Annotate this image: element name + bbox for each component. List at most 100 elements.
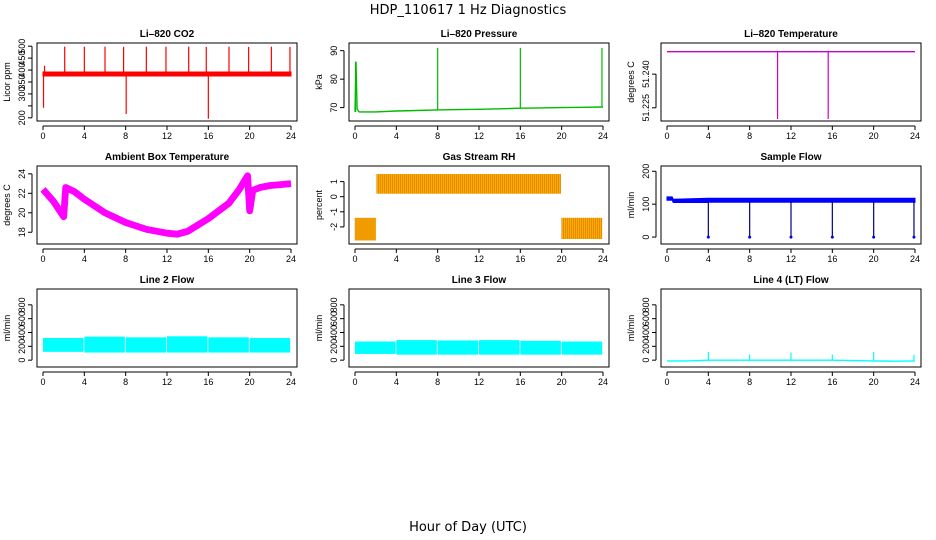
x-tick-label: 0	[352, 254, 357, 264]
x-tick-label: 20	[245, 131, 255, 141]
y-tick-label: 90	[329, 46, 339, 56]
y-tick-label: 1	[329, 179, 339, 184]
plot-frame	[660, 42, 922, 122]
y-tick-label: 600	[329, 311, 339, 326]
x-tick-label: 24	[910, 254, 920, 264]
figure-title: HDP_110617 1 Hz Diagnostics	[370, 3, 567, 18]
y-axis: 51.225 51.240	[641, 60, 657, 122]
data-layer	[42, 46, 292, 119]
x-tick-label: 24	[910, 377, 920, 387]
y-axis-label: ml/min	[2, 315, 12, 342]
data-band	[520, 340, 561, 355]
data-band	[249, 338, 291, 353]
x-tick-label: 8	[123, 131, 128, 141]
y-axis-label: degrees C	[2, 184, 12, 226]
data-band	[355, 341, 396, 354]
x-tick-label: 8	[123, 254, 128, 264]
panel-9: Line 4 (LT) Flow 0 4 8 12 16 20 24 0 200400600800…	[626, 275, 922, 387]
x-tick-label: 20	[245, 254, 255, 264]
panel-2: Li–820 Pressure 0 4 8 12 16 20 24 70 80 90 kPa	[314, 29, 610, 141]
x-tick-label: 24	[598, 377, 608, 387]
x-tick-label: 24	[286, 377, 296, 387]
x-axis-label: Hour of Day (UTC)	[409, 520, 527, 535]
plot-frame	[348, 165, 610, 245]
plot-frame	[36, 165, 298, 245]
y-tick-label: 350	[17, 74, 27, 89]
x-tick-label: 4	[394, 254, 399, 264]
data-layer	[354, 47, 604, 113]
x-tick-label: 20	[557, 377, 567, 387]
y-tick-label: 600	[641, 311, 651, 326]
plot-frame	[660, 165, 922, 245]
y-tick-label: 0	[329, 194, 339, 199]
y-axis: -2 -1 0 1	[329, 179, 345, 231]
x-tick-label: 12	[162, 254, 172, 264]
x-tick-label: 12	[786, 254, 796, 264]
y-tick-label: -1	[329, 208, 339, 216]
panel-3: Li–820 Temperature 0 4 8 12 16 20 24 51.225 51.24…	[626, 29, 922, 141]
x-tick-label: 20	[557, 254, 567, 264]
x-tick-label: 24	[598, 254, 608, 264]
x-tick-label: 0	[40, 131, 45, 141]
x-tick-label: 4	[82, 377, 87, 387]
x-tick-label: 0	[664, 254, 669, 264]
y-tick-label: 800	[329, 297, 339, 312]
x-tick-label: 12	[474, 377, 484, 387]
panel-title: Sample Flow	[760, 152, 821, 163]
panel-5: Gas Stream RH 0 4 8 12 16 20 24 -2 -1 0 1 percent	[314, 152, 610, 264]
x-tick-label: 16	[203, 131, 213, 141]
panel-title: Line 4 (LT) Flow	[753, 275, 829, 286]
y-tick-label: 400	[329, 325, 339, 340]
data-band	[479, 340, 520, 355]
data-hatch	[376, 174, 561, 194]
x-tick-label: 12	[786, 377, 796, 387]
x-axis: 0 4 8 12 16 20 24	[664, 125, 920, 141]
y-tick-label: 200	[17, 110, 27, 125]
panel-title: Li–820 CO2	[140, 29, 195, 40]
x-tick-label: 4	[706, 131, 711, 141]
data-series	[667, 359, 916, 362]
y-tick-label: 70	[329, 103, 339, 113]
x-tick-label: 8	[435, 254, 440, 264]
y-tick-label: 200	[641, 164, 651, 179]
x-tick-label: 24	[286, 254, 296, 264]
y-tick-label: 51.225	[641, 94, 651, 122]
panel-4: Ambient Box Temperature 0 4 8 12 16 20 24 18 20 22…	[2, 152, 298, 264]
y-tick-label: 0	[641, 235, 651, 240]
panel-title: Line 2 Flow	[140, 275, 195, 286]
x-axis: 0 4 8 12 16 20 24	[352, 248, 608, 264]
data-band	[208, 337, 249, 353]
data-band	[42, 71, 292, 77]
x-tick-label: 8	[747, 254, 752, 264]
y-tick-label: 200	[641, 339, 651, 354]
data-layer	[667, 351, 916, 362]
y-tick-label: 400	[641, 325, 651, 340]
data-layer	[43, 336, 291, 353]
data-series	[40, 172, 292, 238]
plot-frame	[348, 288, 610, 368]
data-layer	[40, 172, 292, 238]
y-tick-label: 24	[17, 169, 27, 179]
data-band	[437, 340, 479, 355]
x-tick-label: 16	[515, 254, 525, 264]
x-tick-label: 20	[869, 131, 879, 141]
panel-6: Sample Flow 0 4 8 12 16 20 24 0 100 200 ml/min	[626, 152, 922, 264]
x-tick-label: 0	[352, 131, 357, 141]
x-tick-label: 4	[82, 254, 87, 264]
x-tick-label: 4	[706, 377, 711, 387]
x-tick-label: 12	[786, 131, 796, 141]
y-tick-label: 450	[17, 51, 27, 66]
x-tick-label: 0	[664, 377, 669, 387]
panel-title: Li–820 Temperature	[744, 29, 838, 40]
y-tick-label: 300	[17, 86, 27, 101]
y-tick-label: 500	[17, 39, 27, 54]
y-tick-label: 18	[17, 227, 27, 237]
y-axis: 70 80 90	[329, 46, 345, 113]
y-tick-label: 800	[17, 297, 27, 312]
x-axis: 0 4 8 12 16 20 24	[352, 125, 608, 141]
